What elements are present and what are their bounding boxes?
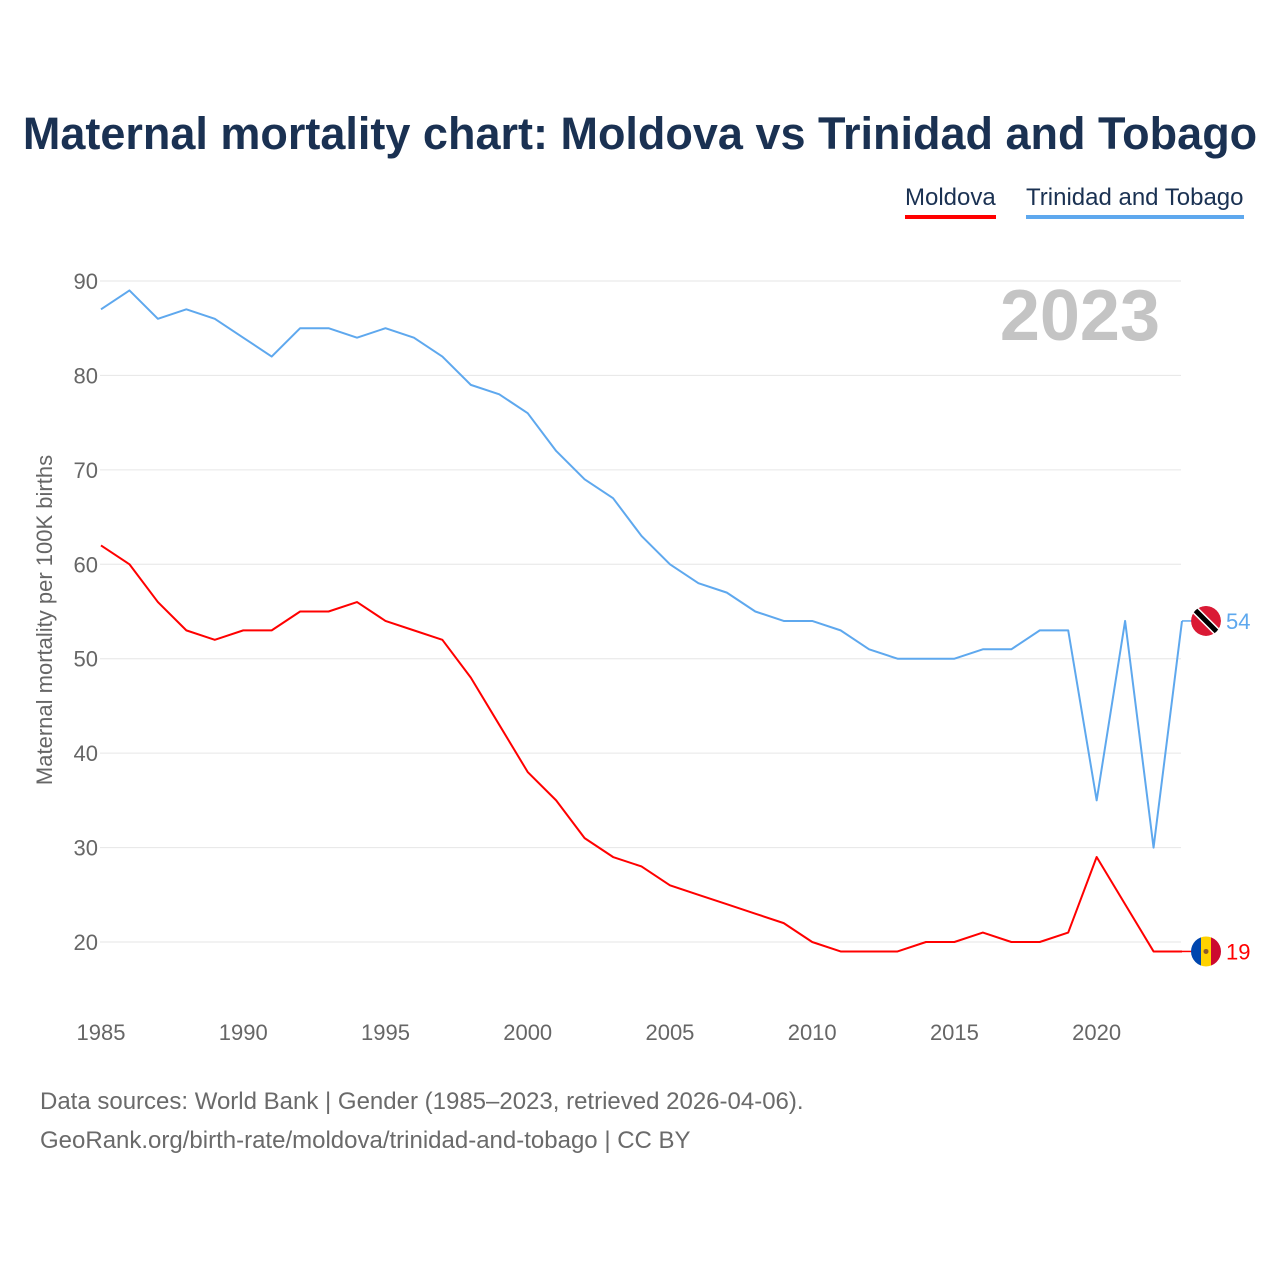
x-tick-label: 1995 [361, 1020, 410, 1045]
end-value-label: 19 [1226, 939, 1250, 964]
y-tick-label: 70 [74, 458, 98, 483]
x-tick-label: 1985 [77, 1020, 126, 1045]
source-url[interactable]: GeoRank.org/birth-rate/moldova/trinidad-… [40, 1127, 691, 1154]
moldova-flag-icon [1191, 936, 1221, 967]
year-watermark: 2023 [1000, 276, 1160, 356]
chart-title: Maternal mortality chart: Moldova vs Tri… [22, 108, 1258, 159]
y-tick-label: 50 [74, 647, 98, 672]
source-note: Data sources: World Bank | Gender (1985–… [40, 1088, 804, 1115]
series-line-trinidad-and-tobago [100, 289, 1183, 849]
end-value-label: 54 [1226, 609, 1250, 634]
legend-moldova[interactable]: Moldova [905, 184, 996, 219]
x-tick-label: 2020 [1072, 1020, 1121, 1045]
x-tick-label: 1990 [219, 1020, 268, 1045]
y-tick-label: 30 [74, 836, 98, 861]
x-tick-label: 2000 [503, 1020, 552, 1045]
series-line-moldova [100, 544, 1182, 953]
y-tick-label: 80 [74, 363, 98, 388]
y-tick-label: 90 [74, 269, 98, 294]
x-tick-label: 2015 [930, 1020, 979, 1045]
y-tick-label: 40 [74, 741, 98, 766]
y-tick-label: 20 [74, 930, 98, 955]
y-tick-label: 60 [74, 552, 98, 577]
legend-trinidad-and-tobago[interactable]: Trinidad and Tobago [1026, 184, 1244, 219]
trinidad-flag-icon [1191, 605, 1221, 636]
y-axis-label: Maternal mortality per 100K births [32, 455, 57, 785]
x-tick-label: 2010 [788, 1020, 837, 1045]
x-tick-label: 2005 [645, 1020, 694, 1045]
